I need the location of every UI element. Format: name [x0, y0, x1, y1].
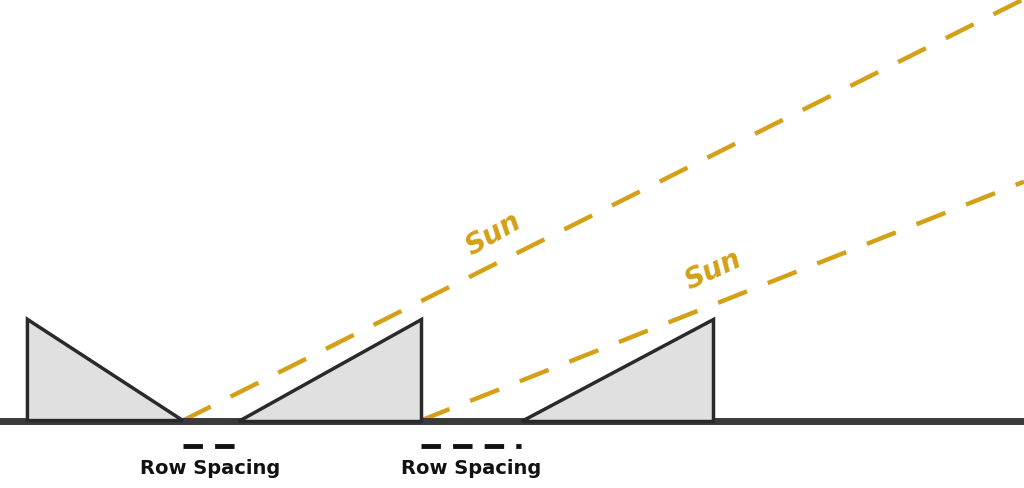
Text: Row Spacing: Row Spacing	[400, 458, 541, 477]
Polygon shape	[28, 320, 183, 421]
Polygon shape	[238, 320, 421, 421]
Text: Sun: Sun	[680, 244, 746, 294]
Text: Sun: Sun	[461, 207, 526, 261]
Text: Row Spacing: Row Spacing	[140, 458, 281, 477]
Polygon shape	[521, 320, 713, 421]
